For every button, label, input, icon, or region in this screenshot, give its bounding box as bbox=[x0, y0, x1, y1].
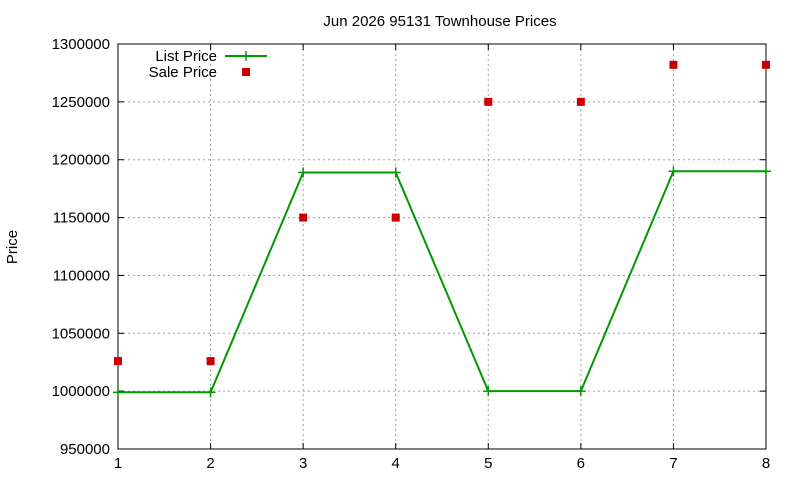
list-price-point bbox=[668, 166, 679, 177]
y-tick-label: 1300000 bbox=[52, 36, 110, 53]
x-tick-label: 8 bbox=[762, 455, 770, 472]
series-list-price bbox=[113, 166, 771, 398]
x-tick-label: 1 bbox=[114, 455, 122, 472]
legend-swatch-marker bbox=[241, 51, 251, 61]
x-tick-label: 4 bbox=[392, 455, 400, 472]
y-axis-label: Price bbox=[4, 230, 21, 264]
axis-ticks: 1 2 3 4 5 6 7 8 950000 1000000 1050000 1100000 11500… bbox=[52, 36, 771, 472]
sale-price-point bbox=[206, 357, 215, 366]
y-tick-label: 1250000 bbox=[52, 94, 110, 111]
x-tick-label: 2 bbox=[206, 455, 214, 472]
plot-frame bbox=[117, 43, 767, 450]
legend-label: Sale Price bbox=[149, 64, 217, 81]
y-tick-label: 1100000 bbox=[53, 267, 110, 284]
legend-item-sale-price: Sale Price bbox=[149, 64, 250, 81]
list-price-point bbox=[483, 386, 494, 397]
list-price-point bbox=[113, 387, 123, 398]
list-price-line bbox=[118, 170, 766, 394]
x-tick-label: 6 bbox=[577, 455, 585, 472]
list-price-point bbox=[205, 387, 216, 398]
chart-title: Jun 2026 95131 Townhouse Prices bbox=[323, 13, 556, 30]
y-tick-label: 1150000 bbox=[53, 210, 110, 227]
y-tick-label: 1050000 bbox=[52, 325, 110, 342]
list-price-point bbox=[298, 167, 309, 178]
list-price-point bbox=[575, 386, 586, 397]
legend-item-list-price: List Price bbox=[155, 48, 267, 65]
legend-label: List Price bbox=[155, 48, 217, 65]
legend-swatch-marker bbox=[242, 68, 250, 76]
list-price-point bbox=[761, 166, 771, 177]
y-tick-label: 950000 bbox=[60, 441, 110, 458]
sale-price-point bbox=[576, 97, 585, 106]
sale-price-point bbox=[484, 97, 493, 106]
sale-price-point bbox=[762, 60, 770, 69]
series-layer bbox=[113, 60, 771, 398]
sale-price-point bbox=[669, 60, 678, 69]
x-tick-label: 3 bbox=[299, 455, 307, 472]
x-tick-label: 5 bbox=[484, 455, 492, 472]
list-price-point bbox=[390, 167, 401, 178]
sale-price-point bbox=[299, 213, 308, 222]
sale-price-point bbox=[391, 213, 400, 222]
sale-price-point bbox=[114, 357, 122, 366]
y-tick-label: 1200000 bbox=[52, 152, 110, 169]
y-tick-label: 1000000 bbox=[52, 383, 110, 400]
series-sale-price bbox=[114, 60, 770, 366]
x-tick-label: 7 bbox=[669, 455, 677, 472]
grid bbox=[118, 44, 766, 449]
